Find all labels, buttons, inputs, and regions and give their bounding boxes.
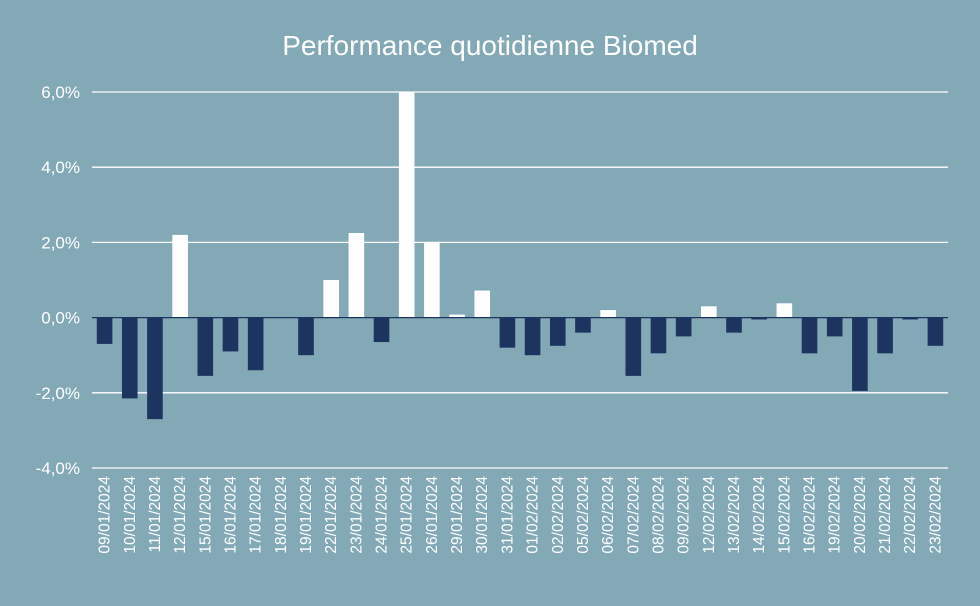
x-tick-label: 22/01/2024 bbox=[323, 476, 340, 554]
x-tick-label: 16/02/2024 bbox=[802, 476, 819, 554]
bar bbox=[474, 290, 491, 318]
x-tick-label: 15/02/2024 bbox=[776, 476, 793, 554]
bar bbox=[701, 306, 717, 318]
gridlines bbox=[92, 91, 948, 469]
bar bbox=[247, 317, 264, 371]
bar bbox=[877, 317, 893, 354]
x-tick-label: 31/01/2024 bbox=[499, 476, 516, 554]
x-tick-label: 09/01/2024 bbox=[97, 476, 114, 554]
y-tick-label: -4,0% bbox=[36, 459, 80, 478]
x-tick-label: 09/02/2024 bbox=[676, 476, 693, 554]
bar bbox=[575, 317, 591, 333]
y-tick-label: 0,0% bbox=[41, 309, 80, 328]
x-tick-label: 07/02/2024 bbox=[625, 476, 642, 554]
y-tick-label: 4,0% bbox=[41, 158, 80, 177]
x-tick-label: 15/01/2024 bbox=[197, 476, 214, 554]
bar bbox=[826, 317, 843, 337]
bar bbox=[751, 317, 767, 320]
x-tick-label: 16/01/2024 bbox=[222, 476, 239, 554]
x-tick-label: 08/02/2024 bbox=[650, 476, 667, 554]
bar bbox=[323, 280, 339, 318]
x-tick-label: 18/01/2024 bbox=[273, 476, 290, 554]
bar bbox=[852, 317, 868, 391]
x-tick-label: 30/01/2024 bbox=[474, 476, 491, 554]
x-tick-label: 01/02/2024 bbox=[525, 476, 542, 554]
x-tick-label: 23/01/2024 bbox=[348, 476, 365, 554]
x-tick-label: 11/01/2024 bbox=[147, 476, 164, 553]
bar bbox=[398, 92, 415, 318]
bar bbox=[222, 317, 239, 352]
bar bbox=[726, 317, 742, 333]
x-tick-label: 12/02/2024 bbox=[701, 476, 718, 554]
bar bbox=[96, 317, 113, 344]
x-tick-label: 05/02/2024 bbox=[575, 476, 592, 554]
bar bbox=[776, 303, 793, 318]
x-tick-label: 02/02/2024 bbox=[550, 476, 567, 554]
x-tick-label: 23/02/2024 bbox=[927, 476, 944, 554]
x-tick-label: 12/01/2024 bbox=[172, 476, 189, 554]
bar bbox=[499, 317, 516, 348]
x-tick-label: 06/02/2024 bbox=[600, 476, 617, 554]
x-tick-label: 20/02/2024 bbox=[852, 476, 869, 554]
bar bbox=[197, 317, 214, 376]
bar bbox=[121, 317, 138, 399]
bar bbox=[927, 317, 944, 346]
bar bbox=[524, 317, 541, 356]
bar bbox=[298, 317, 314, 356]
x-tick-label: 19/01/2024 bbox=[298, 476, 315, 554]
x-axis-ticks: 09/01/2024 10/01/2024 11/01/2024 12/01/2024… bbox=[97, 476, 945, 554]
bar bbox=[650, 317, 667, 354]
bar bbox=[449, 314, 465, 318]
x-tick-label: 26/01/2024 bbox=[424, 476, 441, 554]
bar bbox=[675, 317, 692, 337]
bar bbox=[147, 317, 163, 420]
bar bbox=[902, 317, 919, 320]
bar bbox=[172, 234, 188, 318]
y-tick-label: -2,0% bbox=[36, 384, 80, 403]
bar bbox=[549, 317, 566, 346]
x-tick-label: 22/02/2024 bbox=[902, 476, 919, 554]
bar bbox=[424, 242, 440, 318]
x-tick-label: 25/01/2024 bbox=[399, 476, 416, 554]
bar bbox=[348, 233, 365, 318]
x-tick-label: 13/02/2024 bbox=[726, 476, 743, 554]
x-tick-label: 21/02/2024 bbox=[877, 476, 894, 554]
bar bbox=[373, 317, 390, 343]
bar bbox=[801, 317, 818, 354]
bars bbox=[96, 92, 944, 420]
bar bbox=[600, 310, 616, 318]
x-tick-label: 14/02/2024 bbox=[751, 476, 768, 554]
x-tick-label: 29/01/2024 bbox=[449, 476, 466, 554]
x-tick-label: 17/01/2024 bbox=[248, 476, 265, 554]
y-axis-ticks: -4,0% -2,0% 0,0% 2,0% 4,0% 6,0% bbox=[36, 83, 80, 478]
x-tick-label: 10/01/2024 bbox=[122, 476, 139, 554]
x-tick-label: 24/01/2024 bbox=[374, 476, 391, 554]
x-tick-label: 19/02/2024 bbox=[827, 476, 844, 554]
bar bbox=[625, 317, 642, 376]
y-tick-label: 6,0% bbox=[41, 83, 80, 102]
chart-title: Performance quotidienne Biomed bbox=[282, 30, 698, 61]
y-tick-label: 2,0% bbox=[41, 233, 80, 252]
